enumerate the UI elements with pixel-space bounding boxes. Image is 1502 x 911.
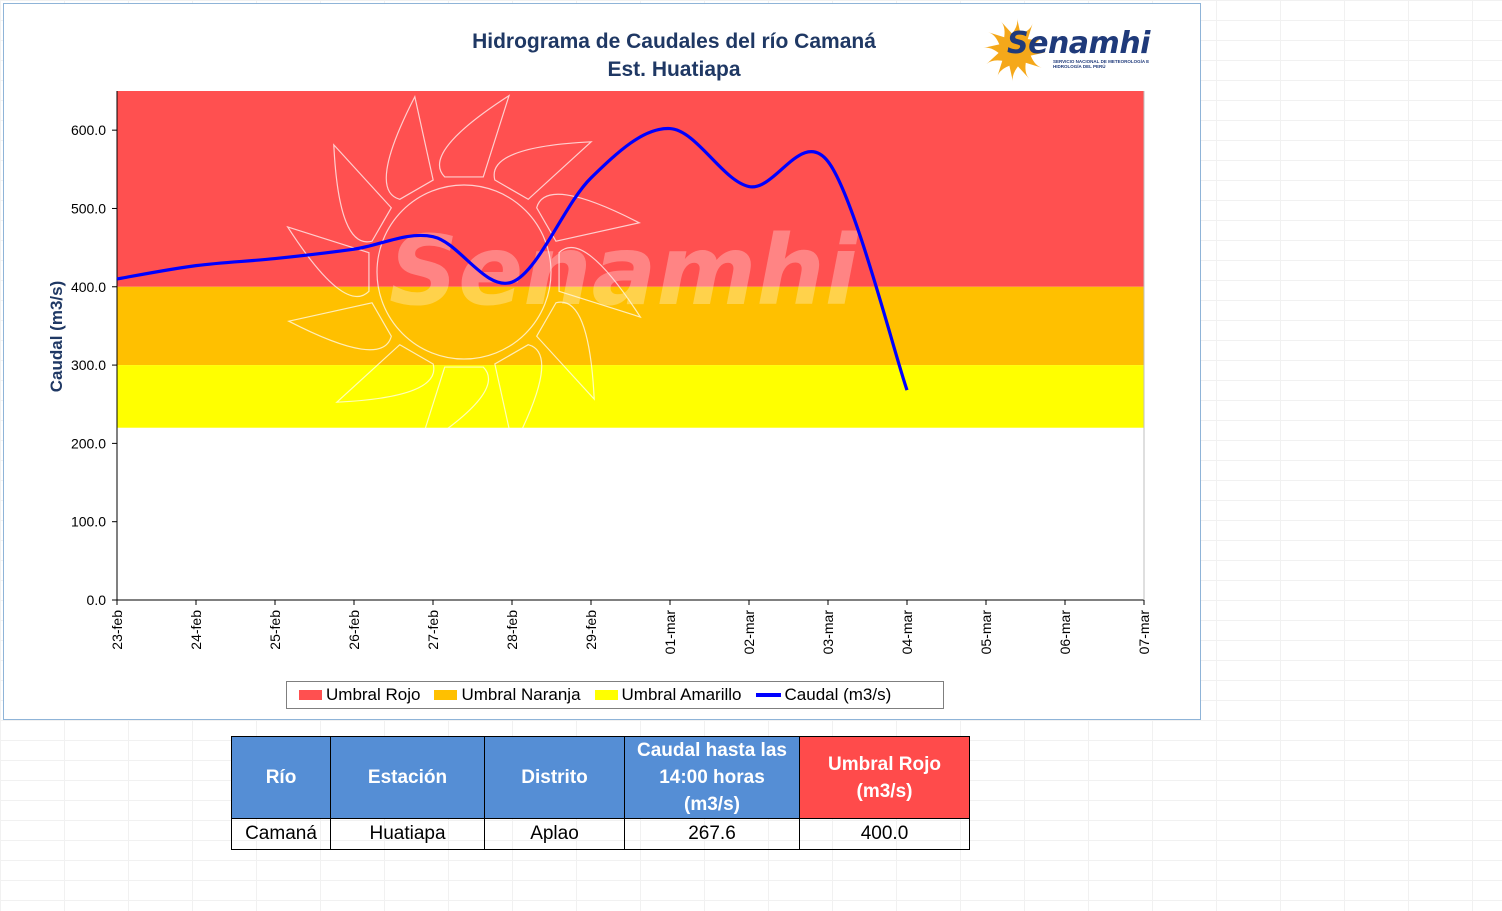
cell-umbral-rojo: 400.0 <box>799 818 970 850</box>
watermark-ray <box>493 141 593 201</box>
watermark-ray <box>417 366 489 450</box>
chart-canvas: Senamhi 0.0 100.0 200.0 300.0 400.0 500.0 600.… <box>47 91 1152 655</box>
cell-distrito: Aplao <box>484 818 625 850</box>
x-tick-label: 07-mar <box>1136 610 1152 655</box>
sun-watermark: Senamhi <box>286 94 859 450</box>
y-tick-label: 0.0 <box>87 592 107 608</box>
chart-area[interactable]: Senamhi 0.0 100.0 200.0 300.0 400.0 500.0 600.… <box>3 3 1201 720</box>
watermark-ray <box>287 302 392 351</box>
watermark-ray <box>286 225 370 297</box>
legend-item-umbral-amarillo: Umbral Amarillo <box>594 685 742 705</box>
legend-label-caudal: Caudal (m3/s) <box>784 685 892 704</box>
logo-ray <box>1010 18 1021 36</box>
legend-swatch-rojo <box>299 690 322 700</box>
station-table: Río Estación Distrito Caudal hasta las 1… <box>231 736 970 850</box>
band-umbral-rojo <box>117 91 1144 287</box>
logo-ray <box>986 51 1006 65</box>
chart-legend: Umbral Rojo Umbral Naranja Umbral Amaril… <box>286 681 944 709</box>
x-tick-label: 05-mar <box>978 610 994 655</box>
header-estacion: Estación <box>330 736 485 819</box>
watermark-ray <box>335 343 435 403</box>
watermark-ray <box>558 247 642 319</box>
senamhi-logo: Senamhi SERVICIO NACIONAL DE METEOROLOGÍ… <box>979 16 1169 82</box>
legend-item-caudal: Caudal (m3/s) <box>755 685 892 705</box>
header-rio: Río <box>231 736 331 819</box>
logo-ray <box>1029 45 1047 56</box>
table-header-row: Río Estación Distrito Caudal hasta las 1… <box>231 736 970 819</box>
band-umbral-amarillo <box>117 365 1144 428</box>
y-tick-label: 200.0 <box>71 435 106 451</box>
x-tick-label: 02-mar <box>741 610 757 655</box>
watermark-ray <box>439 94 511 178</box>
cell-rio: Camaná <box>231 818 331 850</box>
legend-label-naranja: Umbral Naranja <box>461 685 581 704</box>
table-row: Camaná Huatiapa Aplao 267.6 400.0 <box>231 818 970 850</box>
logo-subtitle: SERVICIO NACIONAL DE METEOROLOGÍA E HIDR… <box>1053 59 1150 69</box>
x-tick-label: 04-mar <box>899 610 915 655</box>
legend-swatch-caudal <box>755 693 781 697</box>
x-tick-label: 29-feb <box>583 610 599 650</box>
logo-ray <box>1000 21 1014 41</box>
logo-ray <box>1016 59 1030 79</box>
band-umbral-naranja <box>117 286 1144 366</box>
x-tick-label: 25-feb <box>267 610 283 650</box>
legend-swatch-amarillo <box>594 690 618 700</box>
y-tick-label: 100.0 <box>71 514 106 530</box>
logo-ray <box>1009 64 1020 82</box>
cell-caudal: 267.6 <box>624 818 800 850</box>
series-line-caudal <box>116 126 909 391</box>
legend-swatch-naranja <box>434 690 458 700</box>
logo-ray <box>983 44 1001 55</box>
x-tick-label: 23-feb <box>109 610 125 650</box>
sun-logo-icon <box>983 18 1047 82</box>
logo-wordmark: Senamhi <box>1007 26 1150 61</box>
header-caudal: Caudal hasta las 14:00 horas (m3/s) <box>624 736 800 819</box>
header-distrito: Distrito <box>484 736 625 819</box>
watermark-sun-circle <box>376 184 552 360</box>
chart-title: Hidrograma de Caudales del río Camaná <box>472 30 876 53</box>
chart-subtitle: Est. Huatiapa <box>607 58 741 81</box>
legend-label-amarillo: Umbral Amarillo <box>621 685 742 704</box>
y-tick-label: 300.0 <box>71 357 106 373</box>
x-tick-label: 01-mar <box>662 610 678 655</box>
x-tick-label: 24-feb <box>188 610 204 650</box>
watermark-ray <box>333 143 393 243</box>
y-tick-label: 500.0 <box>71 200 106 216</box>
watermark-ray <box>494 344 543 449</box>
x-tick-label: 03-mar <box>820 610 836 655</box>
legend-label-rojo: Umbral Rojo <box>326 685 421 704</box>
legend-item-umbral-rojo: Umbral Rojo <box>299 685 420 705</box>
watermark-text: Senamhi <box>389 215 859 327</box>
watermark-ray <box>535 301 595 401</box>
x-tick-label: 28-feb <box>504 610 520 650</box>
y-axis-title: Caudal (m3/s) <box>47 281 66 392</box>
x-tick-label: 26-feb <box>346 610 362 650</box>
watermark-ray <box>385 95 434 200</box>
header-umbral-rojo: Umbral Rojo (m3/s) <box>799 736 970 819</box>
y-tick-label: 600.0 <box>71 122 106 138</box>
x-tick-label: 06-mar <box>1057 610 1073 655</box>
x-tick-label: 27-feb <box>425 610 441 650</box>
y-tick-label: 400.0 <box>71 279 106 295</box>
legend-item-umbral-naranja: Umbral Naranja <box>434 685 581 705</box>
logo-ray <box>1024 35 1044 49</box>
cell-estacion: Huatiapa <box>330 818 485 850</box>
